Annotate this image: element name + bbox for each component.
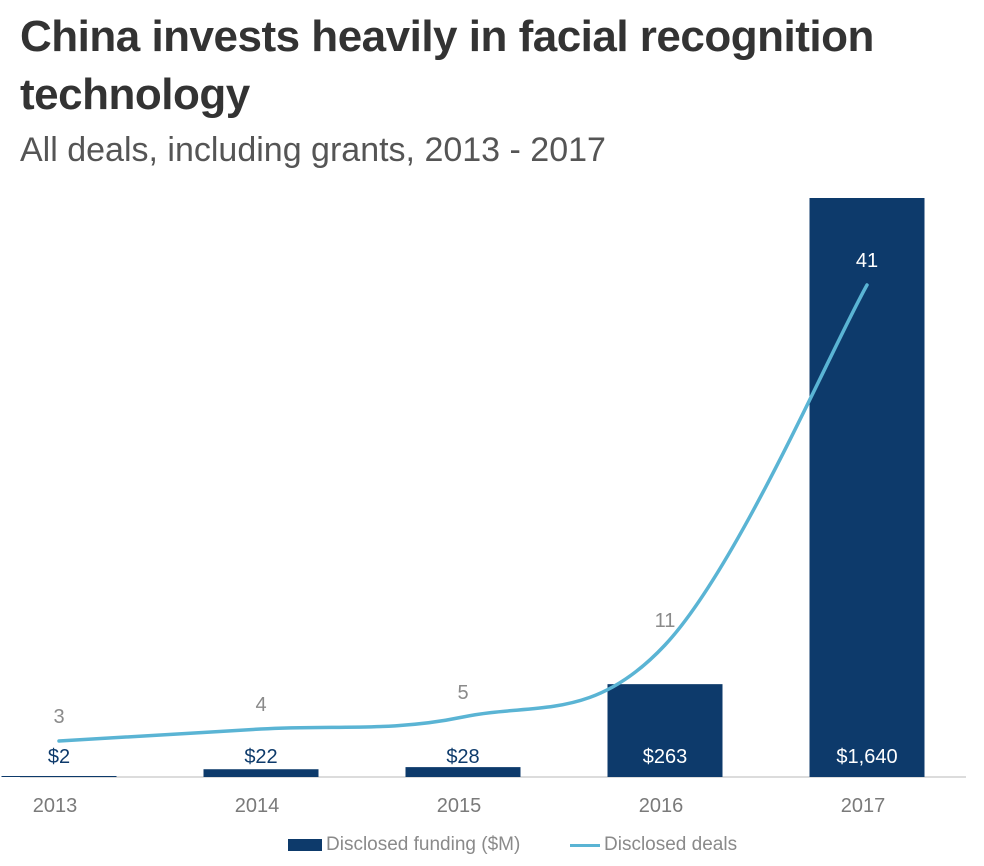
x-tick-label-2015: 2015: [437, 795, 482, 817]
x-tick-label-2014: 2014: [235, 795, 280, 817]
bar-value-label-2017: $1,640: [836, 746, 897, 768]
bar-value-label-2013: $2: [48, 746, 70, 768]
bar-2013: [1, 776, 117, 777]
x-tick-label-2017: 2017: [841, 795, 886, 817]
x-tick-label-2013: 2013: [33, 795, 78, 817]
bar-2016: [607, 684, 723, 777]
legend-item-deals: Disclosed deals: [570, 832, 737, 858]
legend: Disclosed funding ($M) Disclosed deals: [0, 832, 984, 860]
bar-2015: [405, 767, 521, 777]
legend-deals-label: Disclosed deals: [604, 834, 738, 855]
x-tick-label-2016: 2016: [639, 795, 684, 817]
legend-item-funding: Disclosed funding ($M): [288, 832, 520, 858]
deal-value-label-2017: 41: [856, 250, 878, 272]
chart-subtitle: All deals, including grants, 2013 - 2017: [20, 131, 606, 169]
bar-2014: [203, 769, 319, 777]
chart-title: China invests heavily in facial recognit…: [20, 12, 874, 119]
bar-value-label-2015: $28: [446, 746, 479, 768]
deals-line: [57, 283, 869, 743]
deal-value-label-2013: 3: [53, 706, 64, 728]
bar-value-label-2016: $263: [643, 746, 688, 768]
bar-2017: [809, 198, 925, 777]
bar-value-label-2014: $22: [244, 746, 277, 768]
deal-value-label-2016: 11: [655, 610, 676, 632]
legend-deals-swatch: [570, 843, 600, 847]
deal-value-label-2014: 4: [255, 694, 266, 716]
legend-funding-label: Disclosed funding ($M): [326, 834, 521, 855]
legend-funding-swatch: [288, 839, 322, 851]
deal-value-label-2015: 5: [457, 682, 468, 704]
